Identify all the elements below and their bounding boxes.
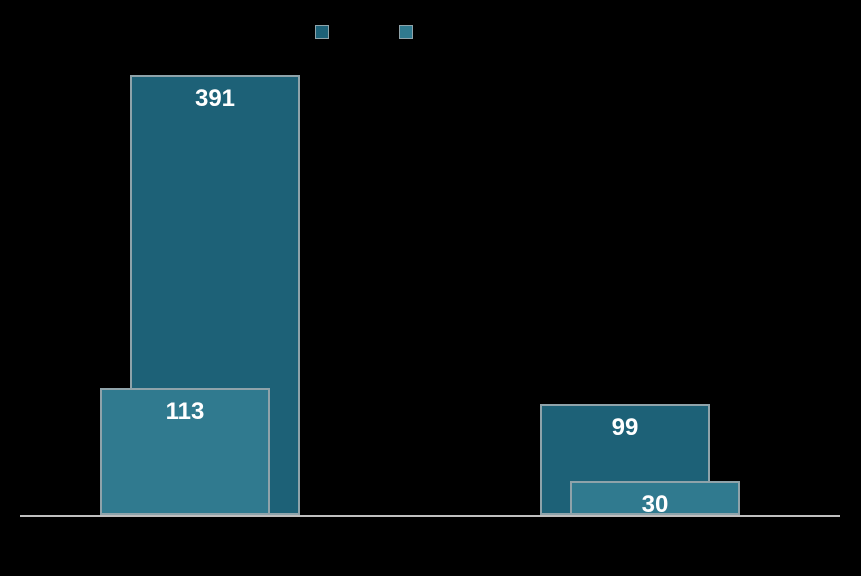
grouped-bar-chart: 391 99 113 30 xyxy=(0,0,861,576)
bar-series-b-group1: 30 xyxy=(570,481,740,515)
bar-series-b-group0: 113 xyxy=(100,388,270,515)
legend xyxy=(315,25,413,39)
bar-label: 113 xyxy=(102,398,268,426)
legend-swatch-0 xyxy=(315,25,329,39)
bar-label: 30 xyxy=(572,491,738,519)
bar-label: 391 xyxy=(132,85,298,113)
legend-swatch-1 xyxy=(399,25,413,39)
bar-label: 99 xyxy=(542,414,708,442)
